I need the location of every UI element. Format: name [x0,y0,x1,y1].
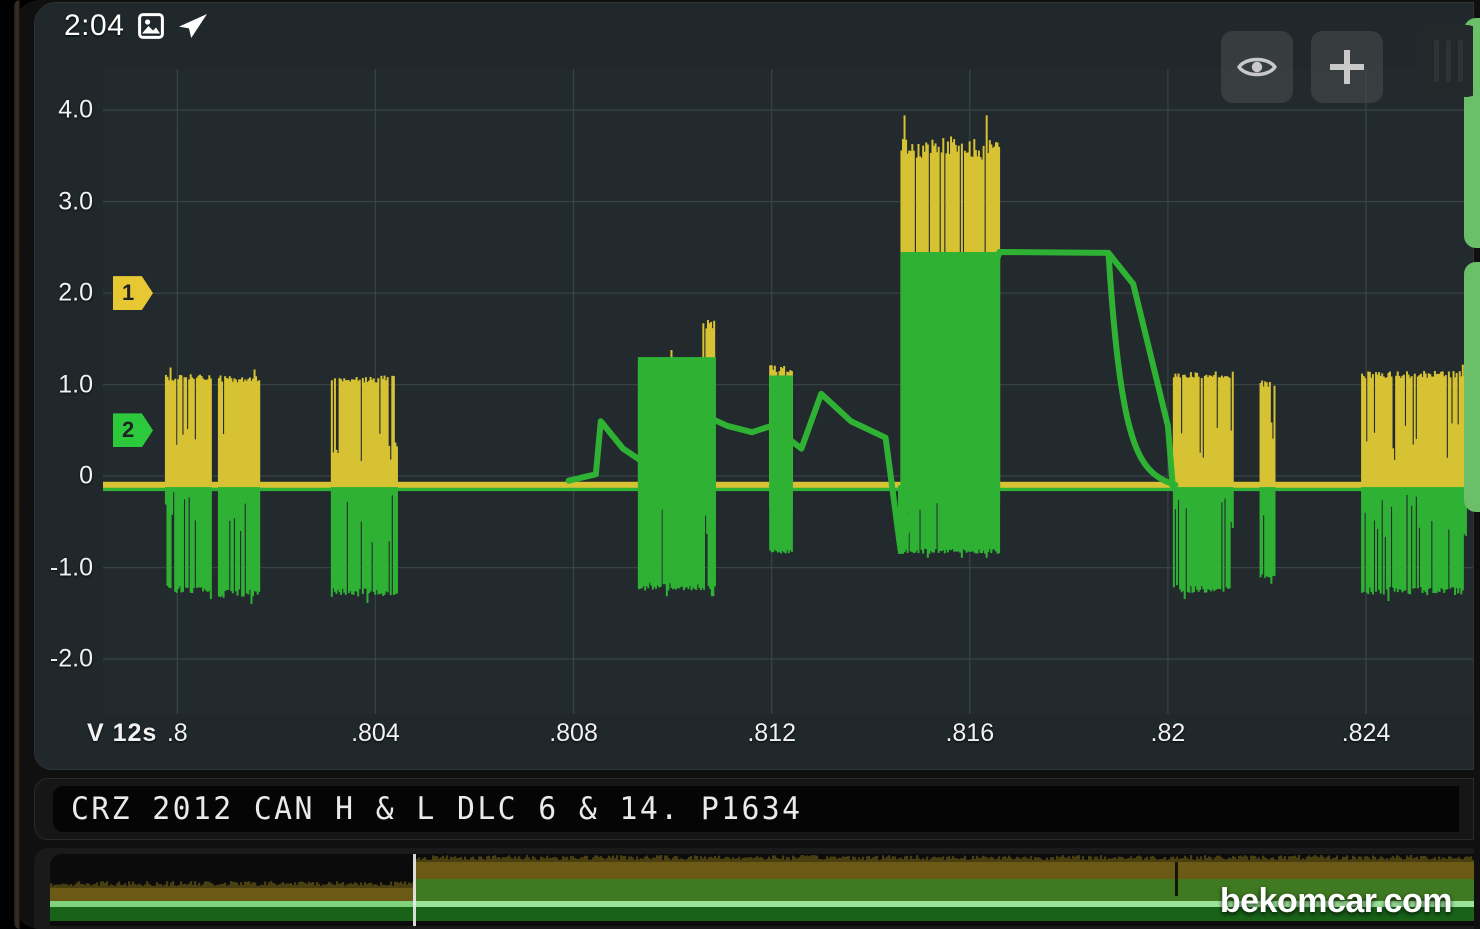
device-frame: 4.0 3.0 2.0 1.0 0 -1.0 -2.0 .8 .804 .808 .812 .816… [14,0,1480,929]
y-tick-label: 4.0 [58,95,93,124]
overview-waveform [50,854,1474,926]
channel-marker-label: 2 [122,417,135,443]
waveform-canvas [103,69,1473,714]
channel-marker-label: 1 [122,280,135,306]
plus-icon [1330,50,1364,84]
x-tick-label: .824 [1341,719,1391,747]
capture-title-field[interactable]: CRZ 2012 CAN H & L DLC 6 & 14. P1634 [53,786,1459,832]
watermark: bekomcar.com [1219,882,1453,920]
x-tick-label: .82 [1150,719,1186,747]
x-tick-label: .804 [351,719,400,747]
x-tick-label: .816 [945,719,995,747]
x-tick-label: .808 [549,719,598,747]
y-tick-label: 0 [79,461,93,490]
overview-cursor[interactable] [413,854,417,926]
timeline-overview[interactable]: bekomcar.com [34,848,1474,929]
eye-icon [1237,57,1277,77]
y-tick-label: 2.0 [58,278,93,307]
y-tick-label: 3.0 [58,187,93,216]
x-tick-label: .8 [166,719,188,747]
panel-drag-handle[interactable] [1415,25,1473,97]
y-axis: 4.0 3.0 2.0 1.0 0 -1.0 -2.0 [35,69,103,714]
y-tick-label: 1.0 [58,370,93,399]
scope-toolbar [1221,31,1383,103]
handle-bar [1445,40,1451,82]
side-panel-chip[interactable] [1464,262,1480,512]
axis-unit-label: V 12s [87,719,158,747]
y-tick-label: -2.0 [49,644,93,673]
eye-button[interactable] [1221,31,1293,103]
handle-bar [1457,40,1463,82]
overview-track[interactable] [50,854,1474,926]
x-axis: .8 .804 .808 .812 .816 .82 .824 [103,719,1473,759]
plot-area[interactable] [103,69,1473,714]
scope-plot-panel[interactable]: 4.0 3.0 2.0 1.0 0 -1.0 -2.0 .8 .804 .808 .812 .816… [34,2,1474,770]
add-button[interactable] [1311,31,1383,103]
capture-title-text: CRZ 2012 CAN H & L DLC 6 & 14. P1634 [71,791,803,827]
x-tick-label: .812 [747,719,796,747]
y-tick-label: -1.0 [49,553,93,582]
capture-title-bar[interactable]: CRZ 2012 CAN H & L DLC 6 & 14. P1634 [34,778,1474,840]
handle-bar [1433,40,1439,82]
